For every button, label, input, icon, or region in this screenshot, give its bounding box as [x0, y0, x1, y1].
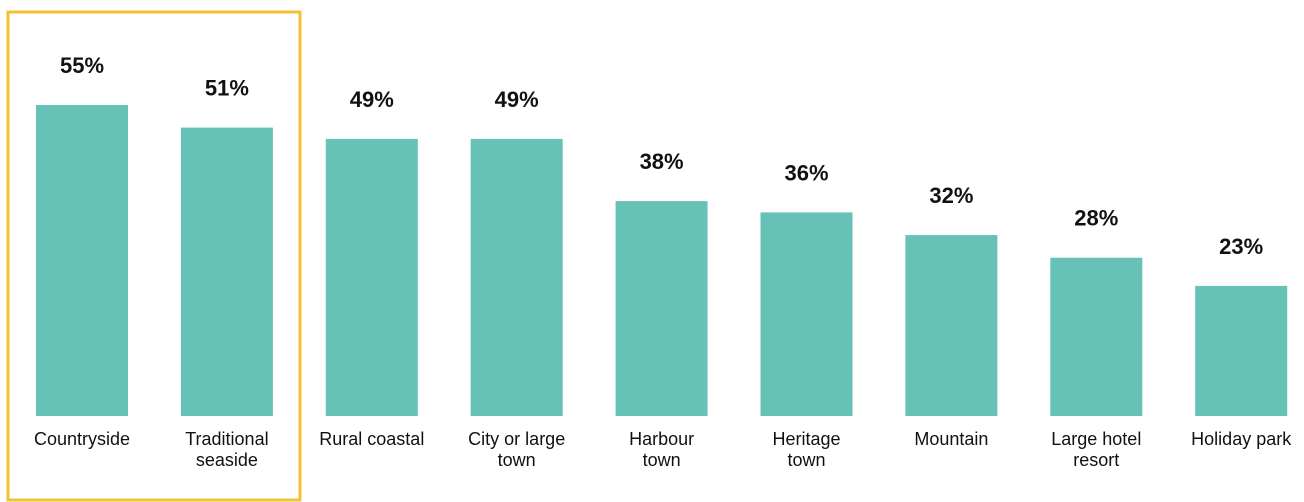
- category-label-city-or-large-town: City or large town: [468, 429, 565, 470]
- category-label-rural-coastal: Rural coastal: [319, 429, 424, 449]
- value-label-rural-coastal: 49%: [350, 87, 394, 112]
- bar-mountain: [905, 235, 998, 416]
- value-label-traditional-seaside: 51%: [205, 76, 249, 101]
- bar-countryside: [36, 105, 128, 416]
- bars-group: [36, 105, 1288, 416]
- bar-heritage-town: [760, 212, 853, 416]
- value-label-mountain: 32%: [929, 183, 973, 208]
- value-labels-group: 55% 51% 49% 49% 38% 36% 32% 28% 23%: [60, 53, 1263, 259]
- value-label-countryside: 55%: [60, 53, 104, 78]
- value-label-large-hotel-resort: 28%: [1074, 206, 1118, 231]
- value-label-holiday-park: 23%: [1219, 234, 1263, 259]
- category-label-countryside: Countryside: [34, 429, 130, 449]
- bar-rural-coastal: [325, 138, 418, 416]
- category-label-holiday-park: Holiday park: [1191, 429, 1292, 449]
- bar-holiday-park: [1195, 285, 1288, 416]
- bar-harbour-town: [615, 201, 708, 416]
- category-labels-group: Countryside Traditional seaside Rural coast…: [34, 429, 1292, 470]
- category-label-heritage-town: Heritage town: [772, 429, 840, 470]
- category-label-large-hotel-resort: Large hotel resort: [1051, 429, 1141, 470]
- value-label-city-or-large-town: 49%: [495, 87, 539, 112]
- category-label-harbour-town: Harbour town: [629, 429, 694, 470]
- value-label-heritage-town: 36%: [784, 160, 828, 185]
- highlight-box: [6, 10, 302, 502]
- value-label-harbour-town: 38%: [640, 149, 684, 174]
- bar-large-hotel-resort: [1050, 257, 1143, 416]
- bar-city-or-large-town: [470, 138, 563, 416]
- category-label-traditional-seaside: Traditional seaside: [185, 429, 268, 470]
- category-label-mountain: Mountain: [914, 429, 988, 449]
- bar-traditional-seaside: [180, 127, 273, 416]
